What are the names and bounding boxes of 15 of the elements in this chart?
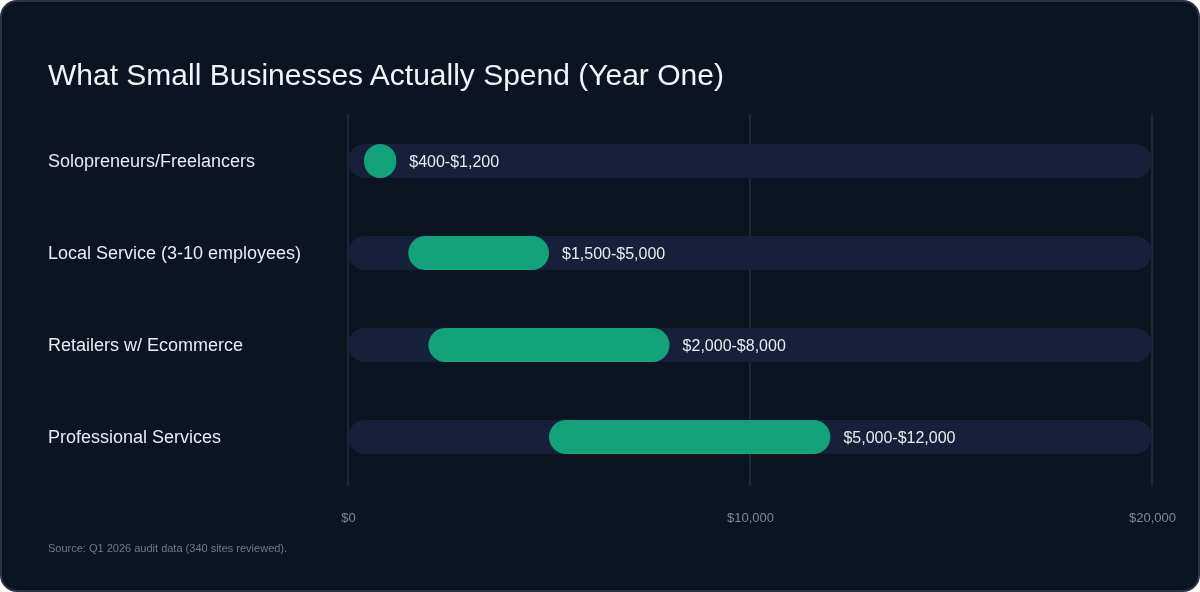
y-tick-label: Local Service (3-10 employees) bbox=[48, 243, 302, 263]
chart-title: What Small Businesses Actually Spend (Year One) bbox=[48, 58, 724, 91]
bar bbox=[408, 236, 549, 270]
source-note: Source: Q1 2026 audit data (340 sites reviewed). bbox=[48, 542, 288, 554]
y-tick-label: Solopreneurs/Freelancers bbox=[48, 151, 256, 171]
y-tick-label: Professional Services bbox=[48, 427, 222, 447]
x-tick-label: $0 bbox=[341, 510, 356, 526]
y-tick-label: Retailers w/ Ecommerce bbox=[48, 335, 244, 355]
data-label: $1,500-$5,000 bbox=[562, 245, 666, 262]
data-label: $2,000-$8,000 bbox=[682, 337, 786, 354]
x-tick-label: $10,000 bbox=[727, 510, 774, 526]
data-label: $400-$1,200 bbox=[409, 153, 500, 170]
data-label: $5,000-$12,000 bbox=[843, 429, 956, 446]
x-tick-label: $20,000 bbox=[1129, 510, 1176, 526]
bar bbox=[428, 328, 670, 362]
